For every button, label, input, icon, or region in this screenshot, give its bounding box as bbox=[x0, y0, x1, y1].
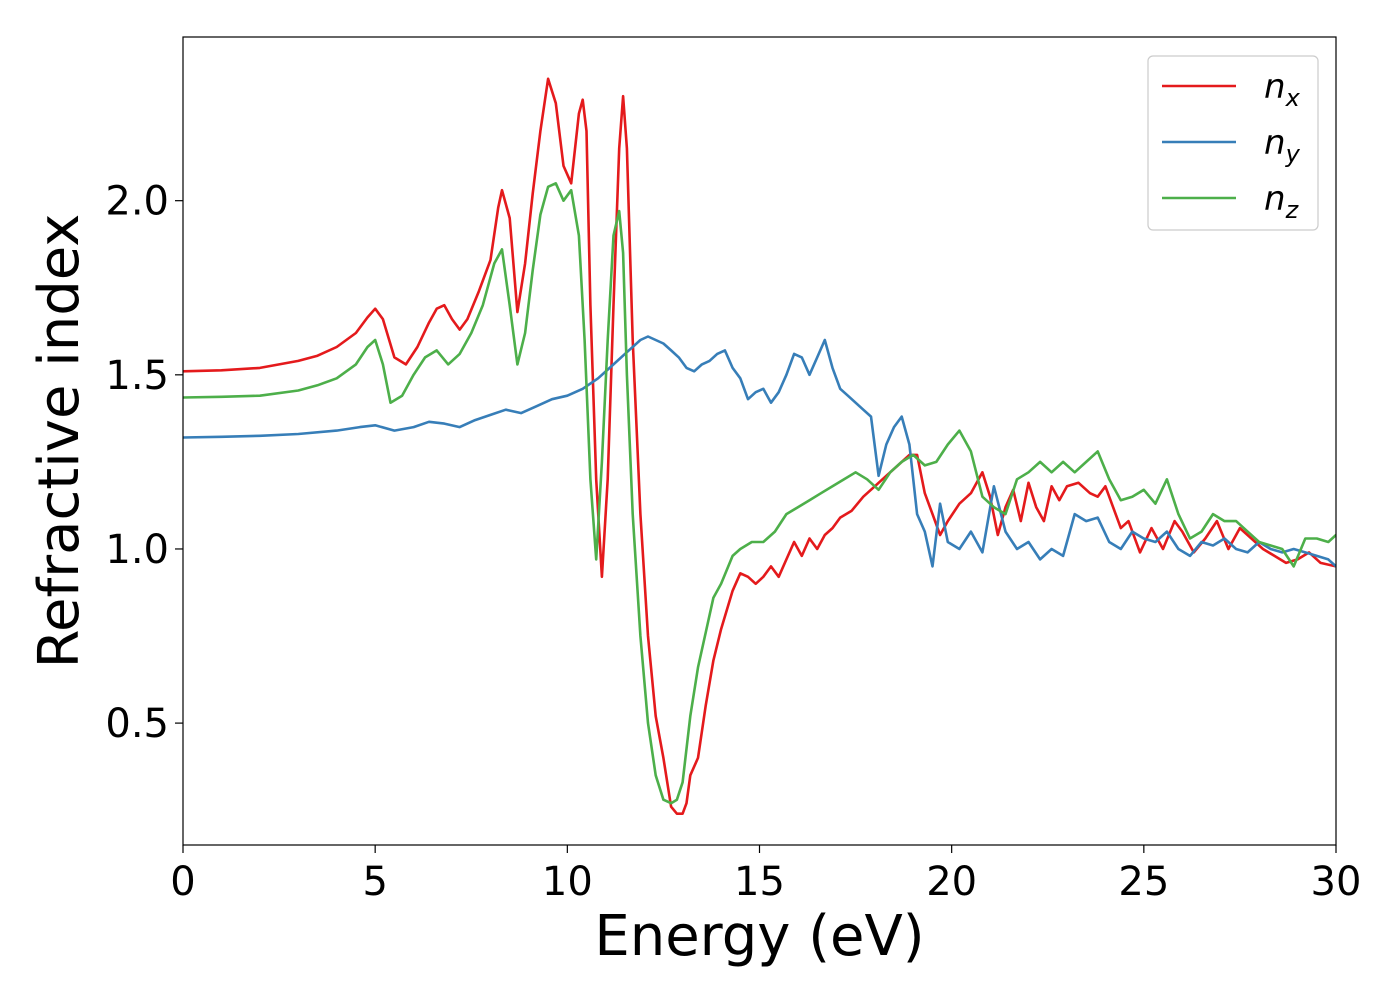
legend-label-subscript: x bbox=[1285, 84, 1301, 112]
x-axis-ticks: 0 5 10 15 20 25 30 bbox=[170, 845, 1361, 905]
series-layer bbox=[183, 77, 1336, 816]
y-axis-label: Refractive index bbox=[27, 214, 92, 669]
series-line-nz bbox=[183, 182, 1336, 805]
y-tick-label: 1.5 bbox=[105, 353, 169, 399]
legend-label-ny: ny bbox=[1264, 123, 1301, 168]
x-axis-label: Energy (eV) bbox=[594, 904, 924, 969]
y-axis-ticks: 0.5 1.0 1.5 2.0 bbox=[105, 179, 183, 747]
series-line-ny bbox=[183, 335, 1336, 568]
y-tick-label: 1.0 bbox=[105, 527, 169, 573]
legend-label-main: n bbox=[1264, 123, 1286, 163]
x-tick-label: 20 bbox=[926, 859, 977, 905]
series-line-nx bbox=[183, 77, 1336, 816]
x-tick-label: 25 bbox=[1118, 859, 1169, 905]
x-tick-label: 10 bbox=[542, 859, 593, 905]
y-tick-label: 0.5 bbox=[105, 701, 169, 747]
legend-label-subscript: y bbox=[1285, 140, 1301, 168]
x-tick-label: 15 bbox=[734, 859, 785, 905]
x-tick-label: 0 bbox=[170, 859, 195, 905]
legend-label-subscript: z bbox=[1285, 196, 1300, 224]
legend-label-nx: nx bbox=[1264, 67, 1301, 112]
x-tick-label: 5 bbox=[362, 859, 387, 905]
y-tick-label: 2.0 bbox=[105, 179, 169, 225]
legend-label-main: n bbox=[1264, 179, 1286, 219]
legend-label-main: n bbox=[1264, 67, 1286, 107]
legend-label-nz: nz bbox=[1264, 179, 1300, 224]
x-tick-label: 30 bbox=[1311, 859, 1362, 905]
